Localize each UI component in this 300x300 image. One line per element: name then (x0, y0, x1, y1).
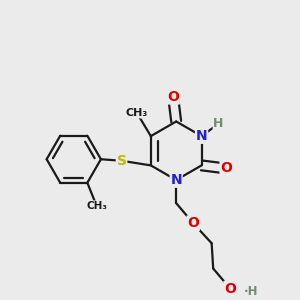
Text: N: N (196, 129, 207, 143)
Text: ·H: ·H (244, 284, 259, 298)
Text: CH₃: CH₃ (126, 108, 148, 118)
Text: S: S (117, 154, 127, 168)
Text: O: O (220, 161, 232, 176)
Text: O: O (167, 90, 179, 104)
Text: N: N (170, 173, 182, 187)
Text: O: O (187, 216, 199, 230)
Text: H: H (213, 117, 224, 130)
Text: CH₃: CH₃ (86, 201, 107, 211)
Text: O: O (224, 282, 236, 296)
